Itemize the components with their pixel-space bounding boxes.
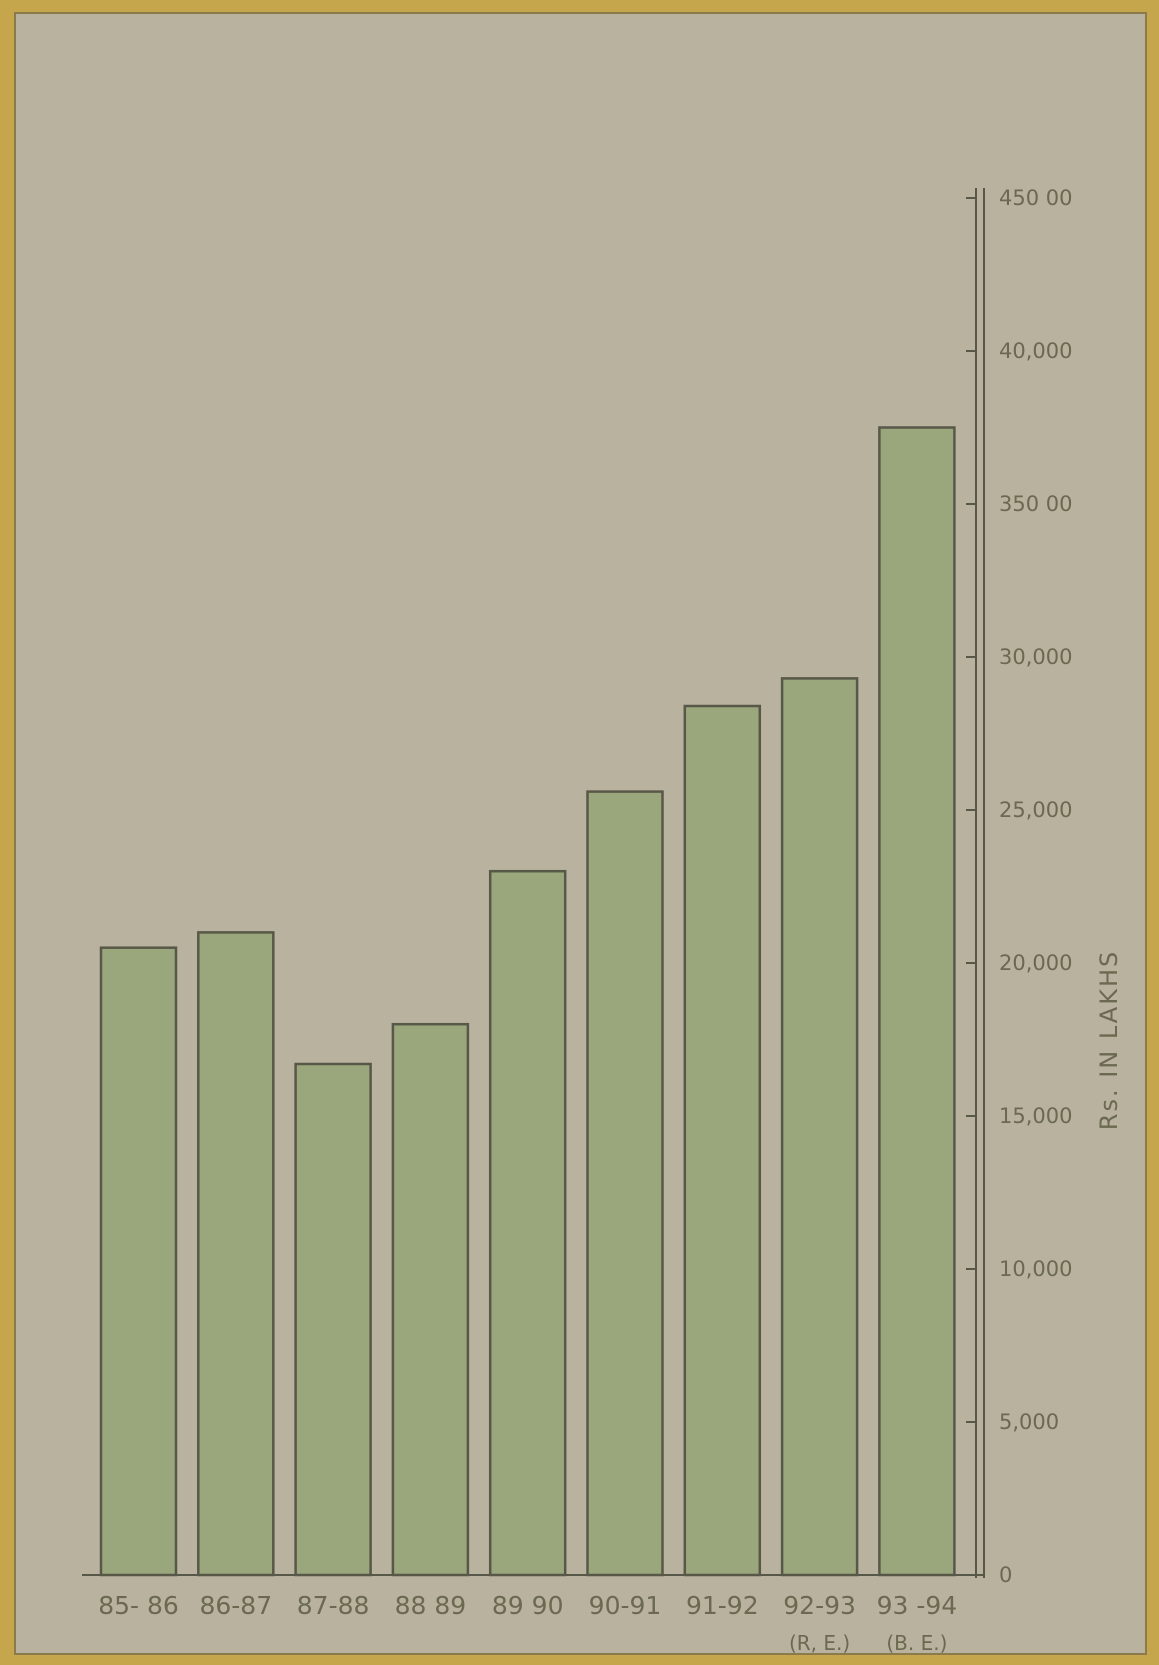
x-tick-label: 91-92	[686, 1591, 759, 1620]
bar-2	[294, 1062, 372, 1577]
y-tick-label: 10,000	[999, 1257, 1072, 1281]
bars-group	[99, 426, 956, 1577]
bar-4	[488, 869, 567, 1577]
bar-6	[683, 704, 762, 1577]
x-tick-label: 92-93	[783, 1591, 856, 1620]
x-tick-label: 85- 86	[98, 1591, 179, 1620]
y-axis-title: Rs. IN LAKHS	[1095, 950, 1123, 1130]
y-tick-label: 20,000	[999, 951, 1072, 975]
bar-5	[586, 790, 664, 1577]
y-tick-label: 0	[999, 1563, 1012, 1587]
y-tick-label: 40,000	[999, 339, 1072, 363]
x-tick-label: 93 -94	[877, 1591, 958, 1620]
bar-0	[99, 946, 178, 1577]
y-tick-label: 30,000	[999, 645, 1072, 669]
y-tick-labels: 0 5,000 10,000 15,000 20,000 25,000 30,000 350 …	[999, 186, 1072, 1587]
y-tick-label: 15,000	[999, 1104, 1072, 1128]
x-tick-label: 86-87	[199, 1591, 272, 1620]
x-tick-label: 87-88	[297, 1591, 370, 1620]
bar-3	[391, 1022, 470, 1577]
x-tick-label: 88 89	[395, 1591, 467, 1620]
y-axis	[82, 188, 985, 1578]
bar-7	[780, 677, 859, 1577]
x-tick-label: 89 90	[492, 1591, 564, 1620]
bar-1	[197, 931, 275, 1577]
y-tick-label: 25,000	[999, 798, 1072, 822]
x-tick-label: 90-91	[589, 1591, 662, 1620]
x-tick-note: (R, E.)	[789, 1631, 850, 1655]
x-tick-labels: 85- 86 86-87 87-88 88 89 89 90 90-91 91-92 92-9…	[98, 1591, 957, 1655]
y-tick-label: 350 00	[999, 492, 1072, 516]
bar-8	[878, 426, 956, 1577]
y-tick-label: 450 00	[999, 186, 1072, 210]
x-tick-note: (B. E.)	[886, 1631, 947, 1655]
y-tick-label: 5,000	[999, 1410, 1059, 1434]
